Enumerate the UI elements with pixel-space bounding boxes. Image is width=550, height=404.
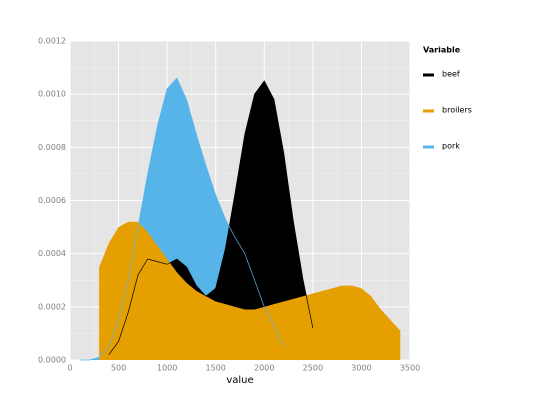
y-tick-label: 0.0002 xyxy=(38,302,66,311)
y-tick-label: 0.0010 xyxy=(38,90,66,99)
legend-title: Variable xyxy=(423,46,461,55)
density-line xyxy=(79,77,285,361)
legend-label: beef xyxy=(442,70,460,79)
legend-swatch xyxy=(423,145,434,149)
y-tick-label: 0.0012 xyxy=(38,37,66,46)
legend-swatch xyxy=(423,109,434,113)
x-tick-label: 0 xyxy=(67,364,72,373)
y-tick-label: 0.0006 xyxy=(38,196,66,205)
x-tick-label: 1000 xyxy=(157,364,177,373)
x-tick-label: 1500 xyxy=(206,364,226,373)
x-tick-label: 3500 xyxy=(400,364,420,373)
density-area xyxy=(99,221,401,360)
x-tick-label: 500 xyxy=(111,364,126,373)
density-line xyxy=(108,80,314,355)
legend-swatch xyxy=(423,73,434,77)
y-tick-label: 0.0008 xyxy=(38,143,66,152)
legend-label: broilers xyxy=(442,106,472,115)
y-tick-label: 0.0000 xyxy=(38,356,66,365)
y-tick-label: 0.0004 xyxy=(38,249,66,258)
x-tick-label: 2500 xyxy=(303,364,323,373)
x-tick-label: 3000 xyxy=(351,364,371,373)
x-axis-label: value xyxy=(226,375,253,386)
legend-label: pork xyxy=(442,142,460,151)
x-tick-label: 2000 xyxy=(254,364,274,373)
